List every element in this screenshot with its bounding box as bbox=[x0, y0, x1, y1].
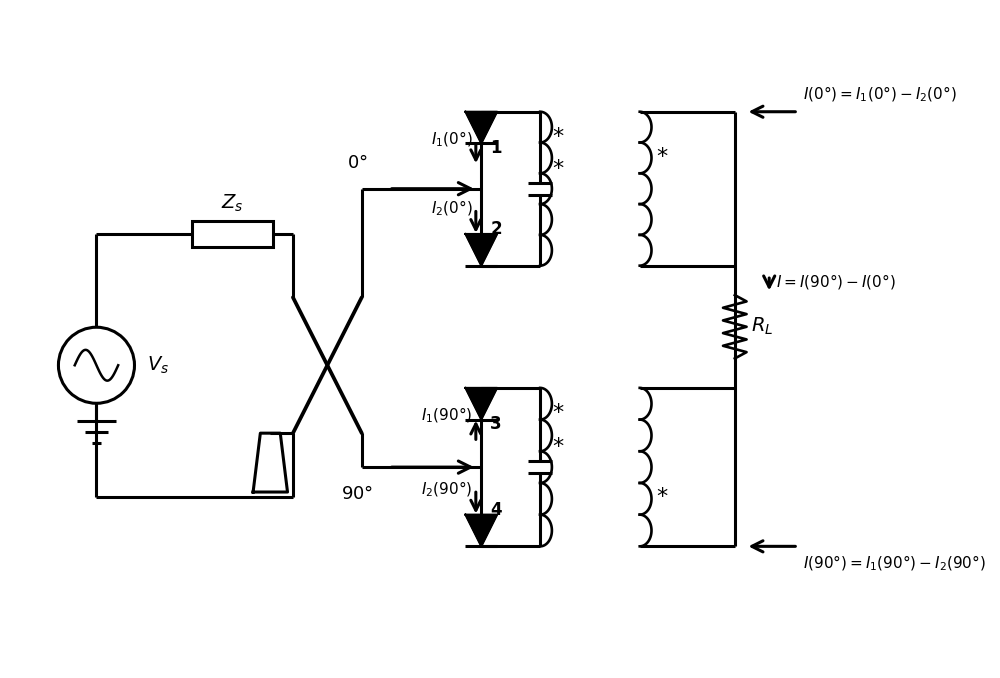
Text: *: * bbox=[553, 127, 564, 147]
Text: *: * bbox=[553, 403, 564, 423]
Text: *: * bbox=[657, 487, 668, 506]
Text: $I=I(90°)-I(0°)$: $I=I(90°)-I(0°)$ bbox=[776, 272, 896, 291]
Polygon shape bbox=[465, 515, 497, 546]
Text: $Z_s$: $Z_s$ bbox=[221, 193, 244, 214]
Text: 2: 2 bbox=[490, 220, 502, 239]
Text: 1: 1 bbox=[490, 139, 502, 157]
Polygon shape bbox=[465, 112, 497, 144]
Text: 3: 3 bbox=[490, 415, 502, 433]
Text: $I(0°)=I_1(0°)-I_2(0°)$: $I(0°)=I_1(0°)-I_2(0°)$ bbox=[803, 85, 956, 104]
Bar bbox=[192, 221, 273, 247]
Text: *: * bbox=[553, 159, 564, 179]
Text: $0°$: $0°$ bbox=[347, 155, 368, 172]
Polygon shape bbox=[465, 388, 497, 420]
Text: $I_1(0°)$: $I_1(0°)$ bbox=[431, 129, 472, 148]
Text: $I_2(0°)$: $I_2(0°)$ bbox=[431, 199, 472, 218]
Text: *: * bbox=[657, 147, 668, 167]
Text: $R_L$: $R_L$ bbox=[751, 316, 773, 338]
Text: *: * bbox=[553, 437, 564, 457]
Polygon shape bbox=[465, 234, 497, 266]
Text: $I(90°)=I_1(90°)-I_2(90°)$: $I(90°)=I_1(90°)-I_2(90°)$ bbox=[803, 554, 986, 573]
Text: $I_2(90°)$: $I_2(90°)$ bbox=[421, 479, 472, 499]
Text: $V_s$: $V_s$ bbox=[147, 355, 169, 376]
Text: $I_1(90°)$: $I_1(90°)$ bbox=[421, 405, 472, 424]
Text: $90°$: $90°$ bbox=[341, 485, 373, 503]
Text: 4: 4 bbox=[490, 501, 502, 519]
